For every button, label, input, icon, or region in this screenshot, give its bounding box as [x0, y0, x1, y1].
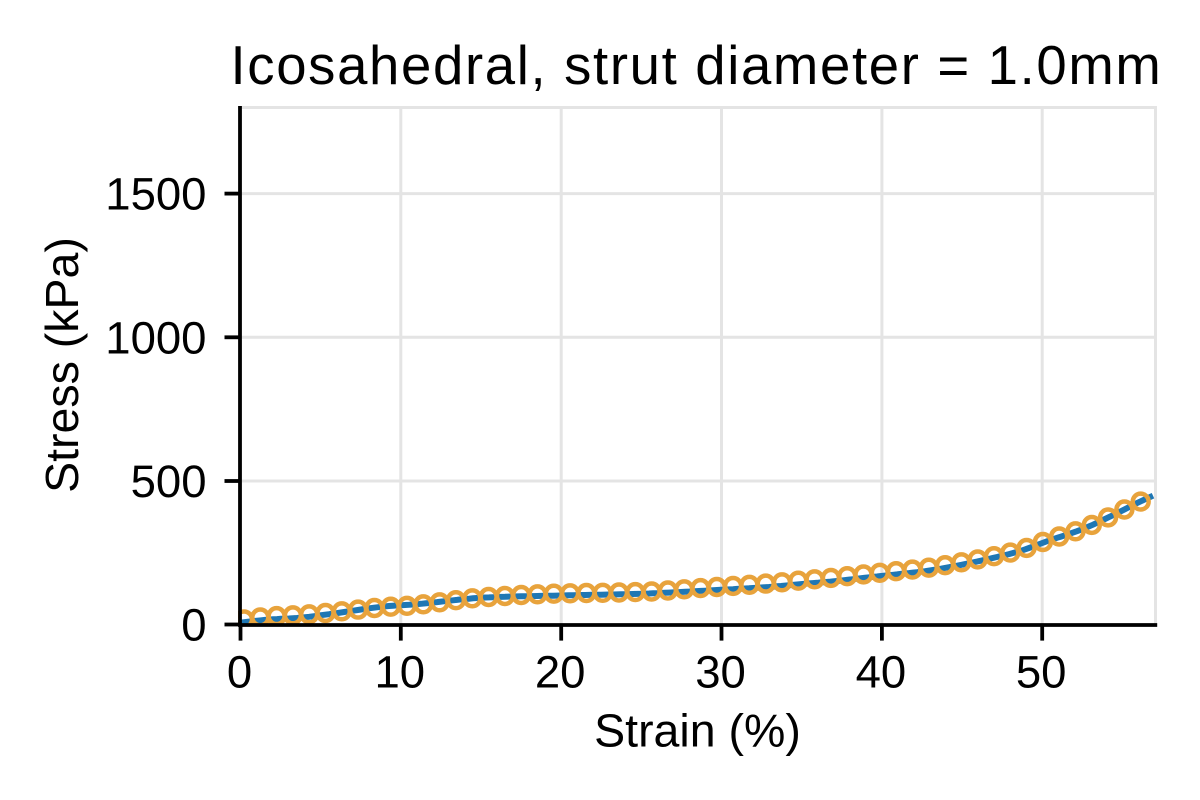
svg-text:Icosahedral, strut diameter =: Icosahedral, strut diameter = 1.0mm: [231, 35, 1163, 96]
svg-text:50: 50: [1016, 647, 1067, 698]
svg-text:Strain (%): Strain (%): [594, 705, 801, 757]
svg-text:1000: 1000: [105, 312, 206, 363]
svg-text:Stress (kPa): Stress (kPa): [36, 237, 88, 493]
svg-text:40: 40: [856, 647, 907, 698]
svg-text:30: 30: [695, 647, 746, 698]
svg-text:500: 500: [131, 456, 207, 507]
svg-text:10: 10: [374, 647, 425, 698]
svg-text:1500: 1500: [105, 169, 206, 220]
svg-text:20: 20: [535, 647, 586, 698]
svg-text:0: 0: [227, 647, 252, 698]
svg-text:0: 0: [181, 600, 206, 651]
